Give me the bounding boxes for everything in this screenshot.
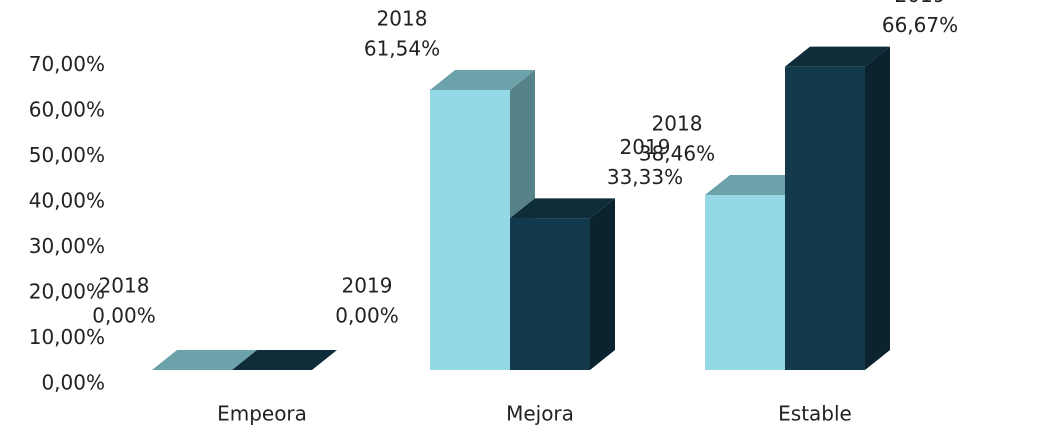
data-label: 38,46%: [639, 142, 715, 166]
x-tick-label: Estable: [778, 402, 852, 426]
data-label: 66,67%: [882, 13, 958, 37]
data-label: 33,33%: [607, 165, 683, 189]
data-label-series: 2019: [342, 274, 393, 298]
data-label-series: 2018: [652, 112, 703, 136]
data-label-series: 2019: [895, 0, 946, 7]
y-tick-label: 60,00%: [29, 98, 105, 122]
bar-side: [590, 198, 615, 370]
y-tick-label: 0,00%: [41, 371, 105, 395]
y-tick-label: 20,00%: [29, 280, 105, 304]
bar-top: [430, 69, 535, 90]
data-label-series: 2018: [377, 6, 428, 30]
y-tick-label: 40,00%: [29, 189, 105, 213]
data-label-series: 2018: [99, 274, 150, 298]
bar-top: [510, 198, 615, 219]
bar: [510, 218, 590, 370]
bar-side: [865, 46, 890, 371]
x-tick-label: Empeora: [217, 402, 307, 426]
x-tick-label: Mejora: [506, 402, 574, 426]
y-tick-label: 10,00%: [29, 325, 105, 349]
bar: [430, 89, 510, 371]
bar-top: [705, 175, 810, 196]
bar: [785, 66, 865, 371]
data-label: 0,00%: [335, 304, 399, 328]
bar-top: [152, 350, 257, 370]
data-label: 0,00%: [92, 304, 156, 328]
y-tick-label: 70,00%: [29, 52, 105, 76]
y-tick-label: 30,00%: [29, 234, 105, 258]
y-tick-label: 50,00%: [29, 143, 105, 167]
bar: [705, 195, 785, 370]
data-label: 61,54%: [364, 36, 440, 60]
bar-top: [232, 350, 337, 370]
data-label-series: 2019: [620, 135, 671, 159]
bar-top: [785, 46, 890, 67]
